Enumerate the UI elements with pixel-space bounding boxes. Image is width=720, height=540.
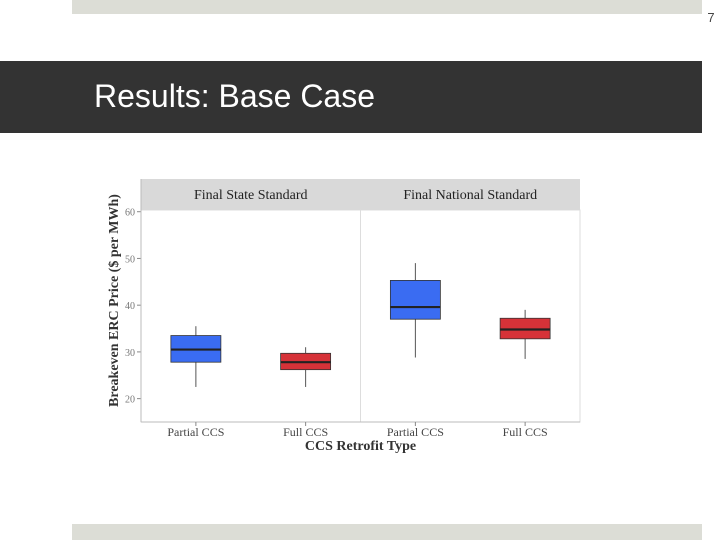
box: [389, 280, 441, 320]
x-tick-label: Full CCS: [503, 425, 548, 439]
x-tick-label: Partial CCS: [167, 425, 224, 439]
facet-header: [141, 179, 361, 210]
y-tick-label: 30: [125, 348, 135, 359]
chart-svg: Final State Standard Final National Stand…: [107, 179, 581, 454]
x-tick-label: Full CCS: [283, 425, 328, 439]
bottom-decor-strip: [72, 524, 702, 540]
y-tick-label: 60: [125, 208, 135, 219]
y-tick-label: 40: [125, 301, 135, 312]
boxplot-chart: Final State Standard Final National Stand…: [104, 176, 586, 456]
x-axis-title: CCS Retrofit Type: [305, 439, 416, 454]
top-decor-strip: [72, 0, 702, 14]
y-tick-label: 20: [125, 395, 135, 406]
facet-title: Final National Standard: [403, 188, 537, 203]
facet-header: [360, 179, 580, 210]
y-tick-label: 50: [125, 254, 135, 265]
y-axis-title: Breakeven ERC Price ($ per MWh): [107, 194, 122, 407]
x-tick-label: Partial CCS: [387, 425, 444, 439]
facet-panel: [140, 209, 361, 423]
facet-title: Final State Standard: [194, 188, 308, 203]
slide-title: Results: Base Case: [94, 78, 376, 114]
title-bar: [0, 61, 702, 133]
page-number: 7: [707, 10, 715, 25]
